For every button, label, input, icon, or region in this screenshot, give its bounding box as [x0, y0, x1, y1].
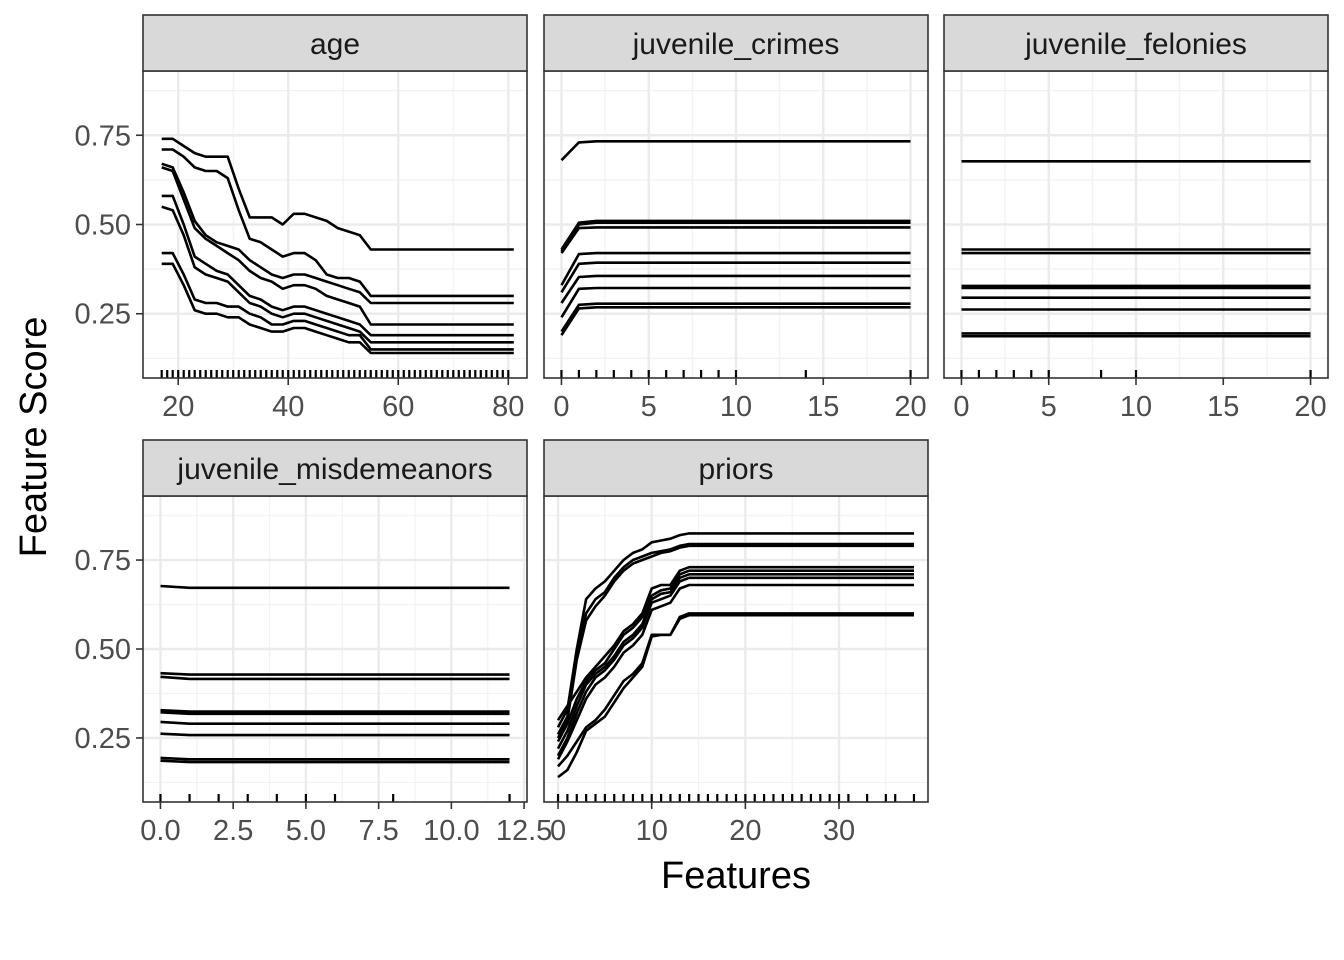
- strip-background: [142, 439, 528, 497]
- x-tick-label: 5: [1041, 391, 1057, 423]
- x-tick-label: 20: [1294, 391, 1326, 423]
- series-line-juvenile-misdemeanors-1: [160, 584, 510, 590]
- x-tick-label: 15: [807, 391, 839, 423]
- strip-label-priors: priors: [698, 453, 773, 486]
- strip-background: [943, 14, 1329, 72]
- x-axis-title: Features: [661, 855, 811, 897]
- series-line-juvenile-crimes-9: [560, 302, 911, 333]
- series-line-juvenile-misdemeanors-3: [160, 675, 510, 681]
- x-tick-label: 5: [641, 391, 657, 423]
- series-line-juvenile-crimes-1: [560, 140, 911, 162]
- series-line-priors-2: [556, 542, 914, 736]
- series-line-priors-3: [556, 544, 914, 739]
- strip-label-juvenile-crimes: juvenile_crimes: [632, 28, 840, 61]
- series-line-juvenile-misdemeanors-4: [160, 708, 510, 713]
- x-tick-label: 10: [636, 815, 668, 847]
- series-line-age-2: [161, 148, 514, 298]
- series-line-juvenile-crimes-3: [560, 221, 911, 253]
- x-tick-label: 15: [1207, 391, 1239, 423]
- series-line-age-8: [161, 262, 514, 355]
- x-tick-label: 10: [1120, 391, 1152, 423]
- series-line-age-5: [161, 194, 514, 337]
- series-line-priors-1: [556, 532, 914, 728]
- strip-label-juvenile-misdemeanors: juvenile_misdemeanors: [176, 453, 492, 486]
- strip-background: [142, 14, 528, 72]
- y-tick-label: 0.75: [75, 120, 131, 152]
- y-tick-label: 0.75: [75, 545, 131, 577]
- series-line-priors-10: [557, 613, 914, 779]
- series-line-juvenile-crimes-5: [560, 251, 911, 286]
- panel-juvenile-misdemeanors: juvenile_misdemeanors 0.0 2.5 5.0 7.5 10.0 12.…: [75, 439, 552, 847]
- strip-label-juvenile-felonies: juvenile_felonies: [1024, 28, 1247, 61]
- series-line-priors-5: [556, 569, 914, 743]
- series-line-age-3: [161, 162, 514, 305]
- x-tick-label: 0: [953, 391, 969, 423]
- series-line-priors-7: [556, 576, 914, 757]
- panel-age: age 20 40 60 80 0.25 0.50 0.75: [75, 14, 528, 423]
- series-line-juvenile-crimes-10: [560, 305, 911, 336]
- strip-background: [543, 14, 929, 72]
- y-tick-label: 0.50: [75, 210, 131, 242]
- series-line-juvenile-crimes-6: [560, 261, 911, 293]
- series-line-juvenile-misdemeanors-2: [160, 671, 510, 676]
- x-tick-label: 20: [162, 391, 194, 423]
- facet-panels: age 20 40 60 80 0.25 0.50 0.75 juvenile_crimes 0 5…: [75, 14, 1329, 847]
- x-tick-label: 80: [492, 391, 524, 423]
- strip-background: [543, 439, 929, 497]
- series-line-juvenile-misdemeanors-7: [160, 732, 510, 737]
- panel-juvenile-felonies: juvenile_felonies 0 5 10 15 20: [943, 14, 1329, 423]
- series-line-age-4: [161, 166, 514, 326]
- x-tick-label: 7.5: [358, 815, 398, 847]
- series-line-priors-8: [556, 583, 914, 760]
- y-tick-label: 0.25: [75, 299, 131, 331]
- x-tick-label: 2.5: [213, 815, 253, 847]
- y-tick-label: 0.50: [75, 634, 131, 666]
- x-tick-label: 60: [382, 391, 414, 423]
- series-line-juvenile-crimes-7: [560, 274, 911, 304]
- x-tick-label: 10: [720, 391, 752, 423]
- strip-label-age: age: [310, 28, 360, 61]
- y-axis-title: Feature Score: [13, 317, 55, 558]
- y-tick-label: 0.25: [75, 723, 131, 755]
- series-line-juvenile-misdemeanors-9: [160, 759, 510, 764]
- x-tick-label: 12.5: [496, 815, 552, 847]
- series-line-juvenile-misdemeanors-5: [160, 711, 510, 716]
- x-tick-label: 40: [272, 391, 304, 423]
- series-line-age-1: [161, 137, 514, 251]
- series-line-juvenile-misdemeanors-8: [160, 756, 510, 761]
- x-tick-label: 5.0: [286, 815, 326, 847]
- x-tick-label: 30: [823, 815, 855, 847]
- x-tick-label: 20: [894, 391, 926, 423]
- x-tick-label: 20: [729, 815, 761, 847]
- series-line-age-7: [161, 251, 514, 351]
- series-line-juvenile-crimes-8: [560, 286, 911, 318]
- x-tick-label: 0: [553, 391, 569, 423]
- x-tick-label: 0: [550, 815, 566, 847]
- series-line-juvenile-crimes-4: [560, 226, 911, 254]
- series-line-age-6: [161, 205, 514, 344]
- series-line-juvenile-misdemeanors-6: [160, 720, 510, 726]
- panel-priors: priors 0 10 20 30: [543, 439, 929, 847]
- x-tick-label: 0.0: [140, 815, 180, 847]
- series-line-priors-4: [556, 565, 914, 721]
- panel-juvenile-crimes: juvenile_crimes 0 5 10 15 20: [543, 14, 929, 423]
- x-tick-label: 10.0: [423, 815, 479, 847]
